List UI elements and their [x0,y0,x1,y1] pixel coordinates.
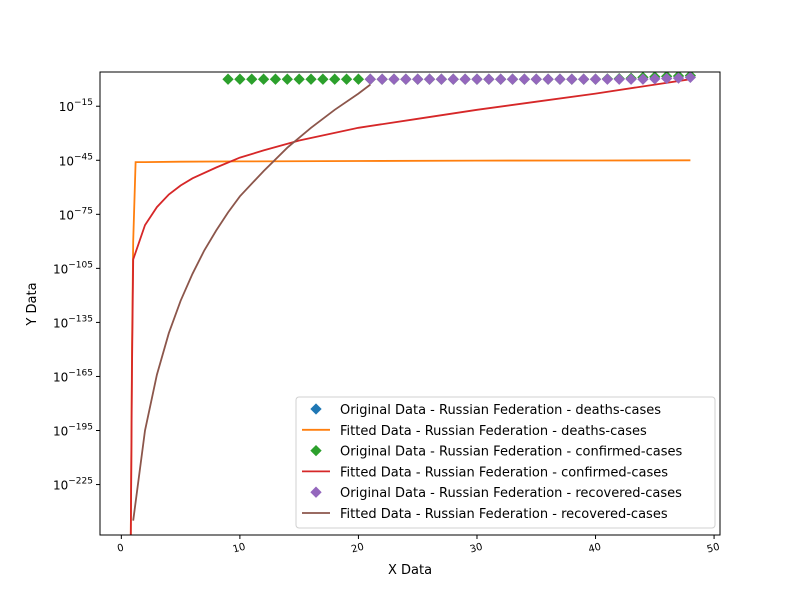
series-point-4-14 [530,73,542,85]
y-tick-label-1: 10−45 [59,152,93,168]
legend-handle-4 [310,486,322,498]
series-point-2-4 [269,73,282,85]
series-point-4-16 [554,73,566,85]
y-axis-label: Y Data [25,282,40,326]
series-point-4-1 [376,73,388,85]
series-point-4-6 [435,73,448,85]
legend-label-0: Original Data - Russian Federation - dea… [340,403,661,418]
series-point-4-12 [506,73,519,85]
series-point-2-1 [234,73,246,85]
legend-label-3: Fitted Data - Russian Federation - confi… [340,465,668,480]
series-point-4-15 [542,73,554,85]
series-point-4-23 [637,73,649,85]
series-point-4-7 [447,73,459,85]
series-point-4-4 [412,73,424,85]
series-point-2-2 [246,73,258,85]
series-point-4-22 [625,73,637,85]
plot-frame [99,71,721,536]
series-point-4-11 [495,73,507,85]
y-tick-label-7: 10−225 [53,477,93,493]
series-point-4-5 [423,73,436,85]
legend: Original Data - Russian Federation - dea… [295,396,716,529]
series-point-4-19 [589,73,602,85]
x-tick-label-1: 10 [232,542,247,556]
series-point-2-3 [257,73,270,85]
series-point-4-18 [578,73,590,85]
y-tick-label-5: 10−165 [53,368,93,384]
series-point-4-3 [400,73,412,85]
x-tick-label-5: 50 [706,542,721,556]
x-axis-label: X Data [388,563,432,578]
x-tick-label-0: 0 [116,542,125,554]
y-tick-label-6: 10−195 [53,423,93,439]
series-point-4-13 [518,73,531,85]
series-point-2-5 [281,73,293,85]
x-tick-label-2: 20 [350,542,365,556]
y-tick-label-0: 10−15 [59,98,93,114]
series-point-2-9 [329,73,341,85]
series-point-4-24 [649,73,661,85]
series-point-4-2 [388,73,400,85]
x-tick-label-4: 40 [587,542,602,556]
series-point-4-0 [364,73,376,85]
series-point-2-8 [317,73,329,85]
series-line-3 [129,78,691,535]
series-point-4-20 [601,73,614,85]
legend-handle-2 [310,444,322,457]
series-point-4-27 [684,72,697,84]
series-line-5 [132,83,371,521]
legend-label-4: Original Data - Russian Federation - rec… [340,486,682,501]
axes: 0 10 20 30 40 50 10−15 10−45 10−75 10−105 10−135 10… [53,98,721,555]
series-point-4-21 [613,73,625,85]
legend-label-1: Fitted Data - Russian Federation - death… [340,424,647,439]
series-point-2-10 [340,73,353,85]
series-point-2-6 [293,73,305,85]
legend-box [295,396,716,529]
y-tick-label-3: 10−105 [53,260,93,276]
series-point-2-0 [222,73,234,85]
series-point-4-10 [483,73,495,85]
y-tick-label-4: 10−135 [53,314,93,330]
legend-label-5: Fitted Data - Russian Federation - recov… [340,507,668,522]
series-point-4-9 [471,73,483,85]
series-point-2-11 [352,73,365,85]
series-point-2-7 [305,73,317,85]
legend-label-2: Original Data - Russian Federation - con… [340,445,682,460]
legend-handle-0 [310,403,322,415]
y-tick-label-2: 10−75 [59,206,93,222]
series-point-4-8 [459,73,471,85]
series-point-4-17 [566,73,578,85]
x-tick-label-3: 30 [469,542,484,556]
